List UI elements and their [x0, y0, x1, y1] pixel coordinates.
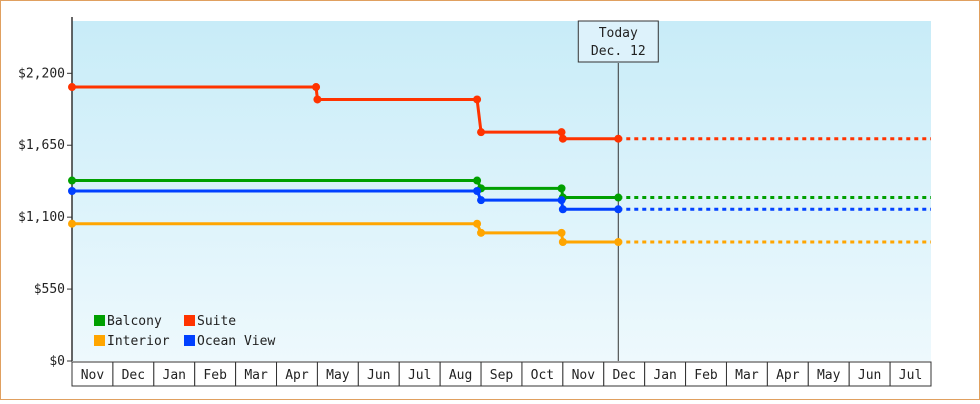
legend-swatch: [184, 315, 195, 326]
data-point-interior: [473, 219, 482, 228]
x-month-cell: [235, 361, 278, 387]
x-tick-label: Mar: [735, 368, 759, 383]
x-tick-label: Feb: [203, 368, 227, 383]
legend-label: Interior: [107, 334, 170, 349]
x-month-cell: [521, 361, 564, 387]
x-month-cell: [276, 361, 318, 387]
x-month-cell: [562, 361, 605, 387]
data-point-ocean-view: [477, 196, 486, 205]
x-tick-label: Dec: [612, 368, 635, 383]
data-point-interior: [477, 228, 486, 237]
x-month-cell: [603, 361, 646, 387]
y-tick-label: $2,200: [18, 66, 65, 81]
legend-label: Balcony: [107, 314, 162, 329]
x-tick-label: Feb: [694, 368, 718, 383]
legend-swatch: [94, 335, 105, 346]
x-tick-label: Jun: [367, 368, 390, 383]
x-month-cell: [807, 361, 850, 387]
x-tick-label: Jan: [653, 368, 676, 383]
y-tick-label: $0: [49, 354, 65, 369]
x-tick-label: Jul: [899, 368, 922, 383]
x-tick-label: Aug: [449, 368, 472, 383]
x-tick-label: Nov: [572, 368, 596, 383]
data-point-suite: [68, 83, 76, 92]
x-tick-label: May: [817, 368, 841, 383]
data-point-interior: [68, 219, 76, 228]
y-tick-label: $550: [34, 282, 65, 297]
data-point-balcony: [68, 176, 76, 185]
x-tick-label: Nov: [81, 368, 105, 383]
today-date: Dec. 12: [591, 44, 646, 59]
x-tick-label: Oct: [531, 368, 554, 383]
x-tick-label: Jan: [163, 368, 186, 383]
x-month-cell: [194, 361, 237, 387]
data-point-interior: [557, 228, 566, 237]
x-month-cell: [357, 361, 400, 387]
x-tick-label: Apr: [285, 368, 309, 383]
legend-swatch: [184, 335, 195, 346]
x-month-cell: [112, 361, 155, 387]
data-point-balcony: [614, 193, 623, 202]
data-point-suite: [477, 128, 486, 137]
legend-swatch: [94, 315, 105, 326]
x-month-cell: [439, 361, 482, 387]
y-tick-label: $1,100: [18, 210, 65, 225]
series-line-ocean-view: [72, 189, 619, 211]
data-point-balcony: [557, 184, 566, 193]
data-point-suite: [312, 83, 321, 92]
data-point-suite: [557, 128, 566, 137]
data-point-ocean-view: [557, 196, 566, 205]
legend-label: Suite: [197, 314, 236, 329]
x-month-cell: [71, 361, 114, 387]
x-month-cell: [153, 361, 196, 387]
series-line-interior: [72, 222, 619, 244]
data-point-interior: [614, 238, 623, 246]
x-tick-label: Apr: [776, 368, 800, 383]
data-point-interior: [558, 238, 567, 246]
data-point-ocean-view: [614, 205, 623, 214]
data-point-balcony: [473, 176, 482, 185]
legend-label: Ocean View: [197, 334, 275, 349]
x-tick-label: Sep: [490, 368, 514, 383]
x-tick-label: Jun: [858, 368, 881, 383]
data-point-ocean-view: [473, 187, 482, 195]
x-tick-label: May: [326, 368, 350, 383]
data-point-suite: [614, 134, 623, 143]
data-point-suite: [473, 95, 482, 104]
data-point-ocean-view: [68, 187, 76, 195]
x-month-cell: [398, 361, 441, 387]
x-tick-label: Dec: [122, 368, 145, 383]
x-month-cell: [685, 361, 727, 387]
data-point-suite: [558, 134, 567, 143]
x-month-cell: [644, 361, 687, 387]
y-tick-label: $1,650: [18, 138, 65, 153]
x-month-cell: [480, 361, 523, 387]
x-tick-label: Jul: [408, 368, 431, 383]
x-tick-label: Mar: [244, 368, 268, 383]
today-box: [577, 20, 659, 63]
x-month-cell: [766, 361, 809, 387]
today-label: Today: [599, 26, 638, 41]
data-point-ocean-view: [558, 205, 567, 214]
x-month-cell: [725, 361, 768, 387]
x-month-cell: [889, 361, 932, 387]
data-point-suite: [313, 95, 322, 104]
